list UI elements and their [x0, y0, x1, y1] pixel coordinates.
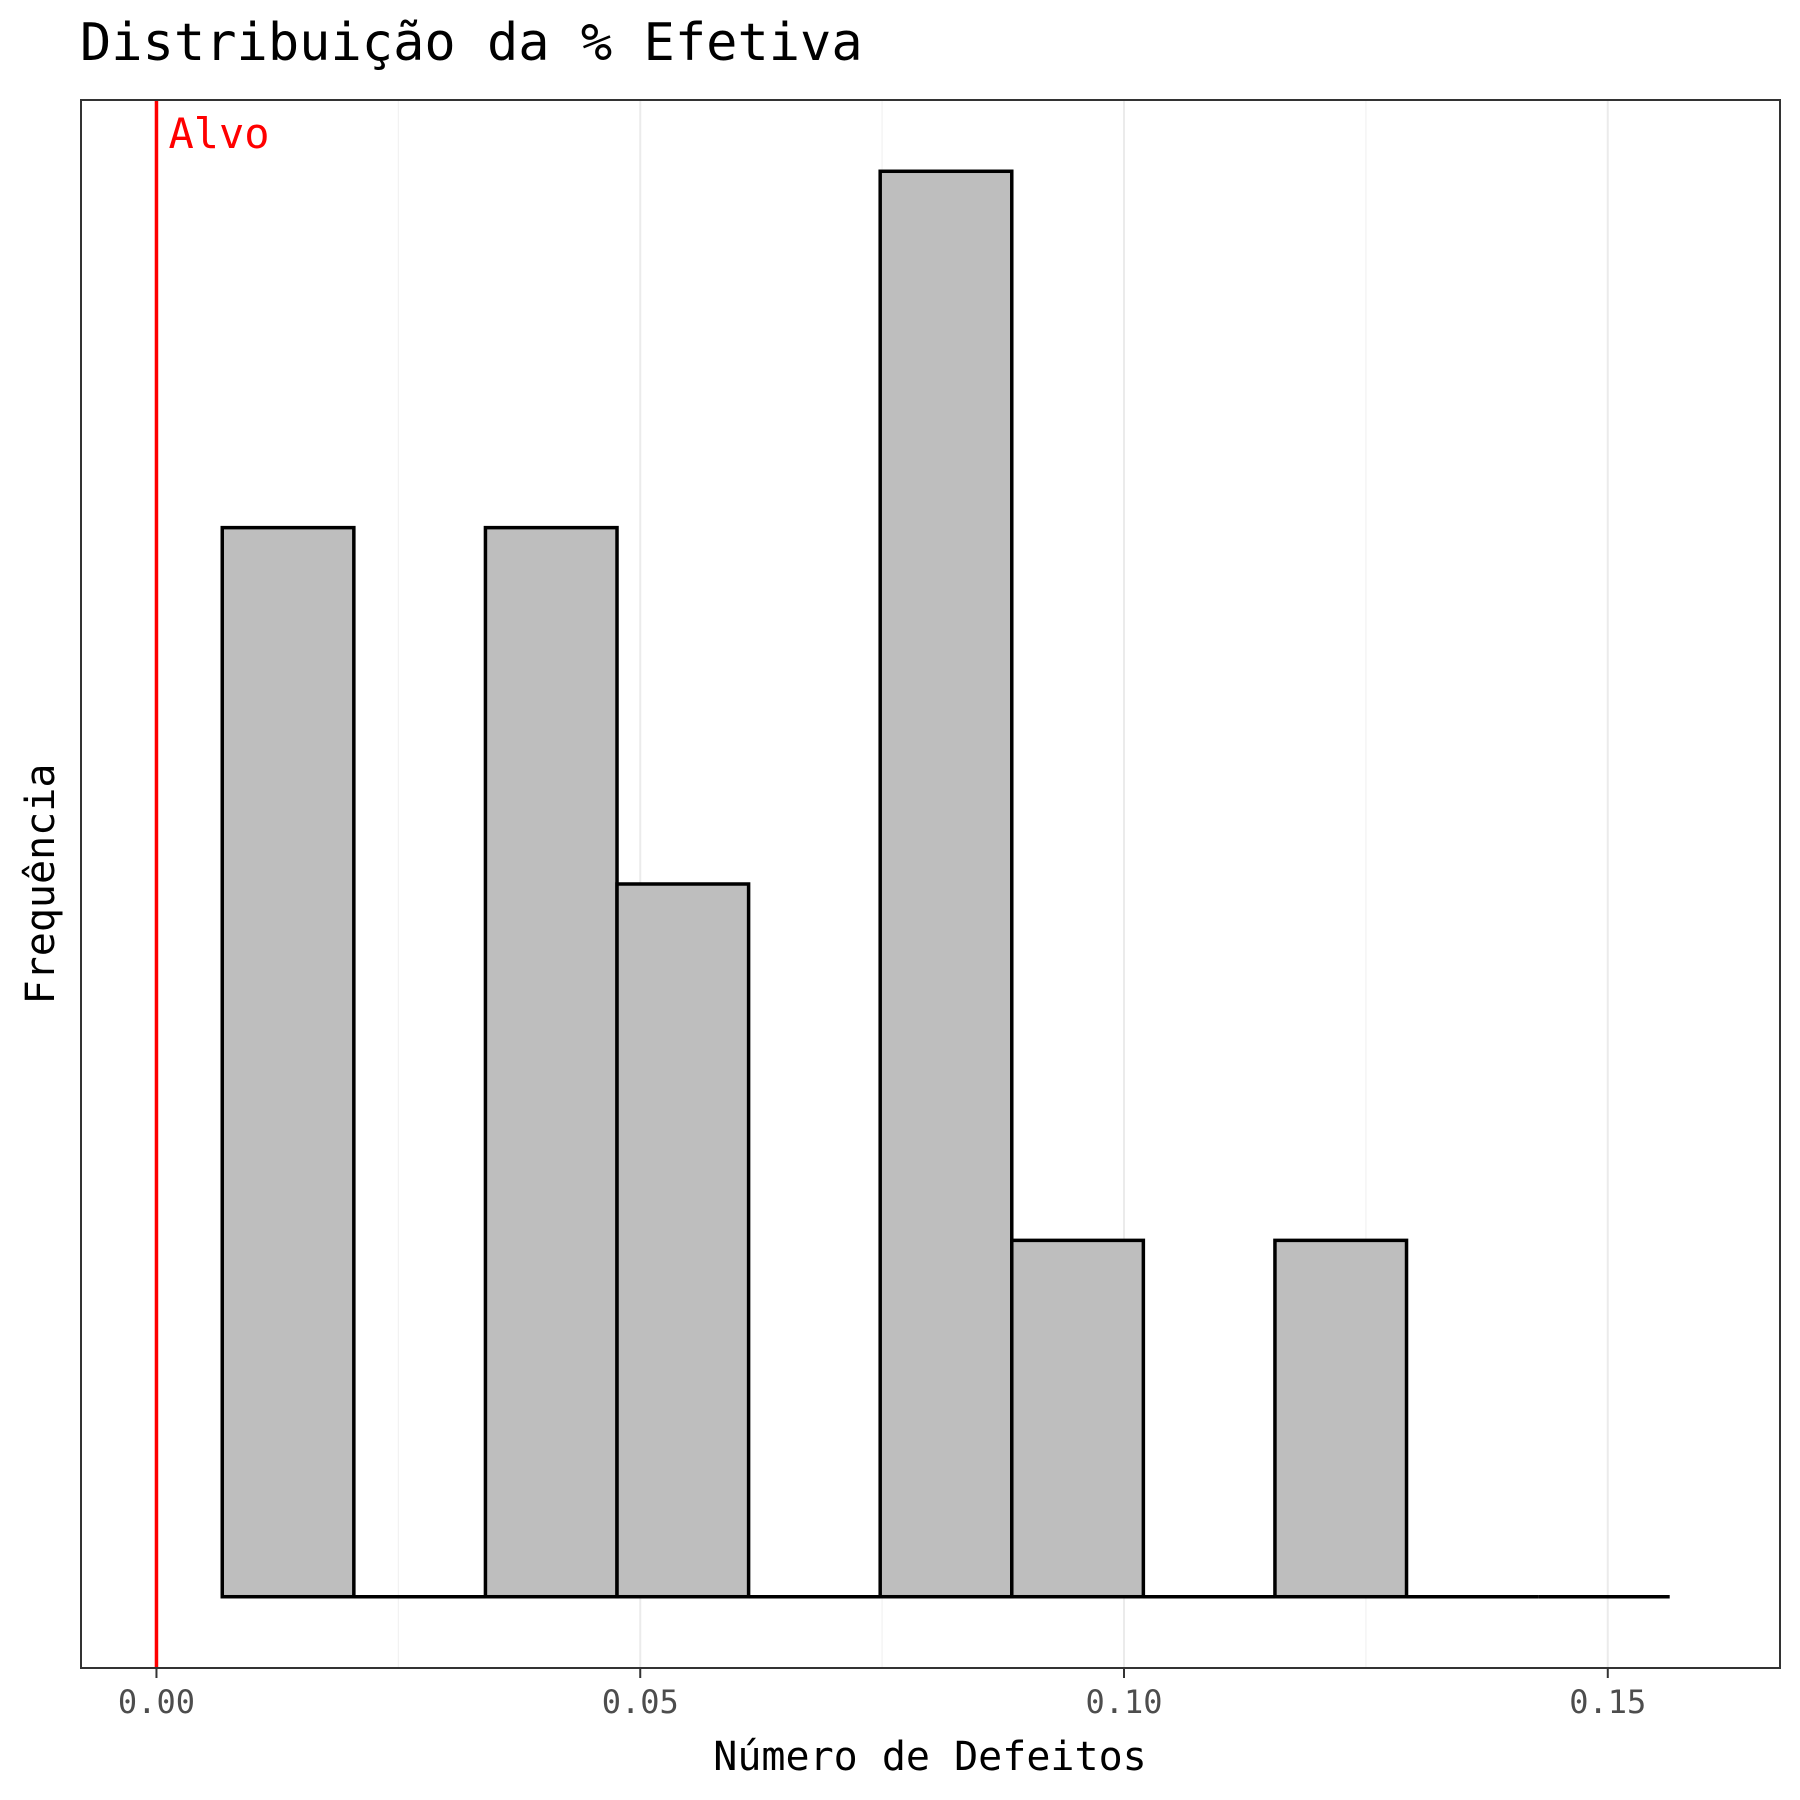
x-tick-label: 0.05 — [602, 1683, 679, 1721]
x-tick-label: 0.00 — [118, 1683, 195, 1721]
histogram-bars — [220, 169, 1670, 1599]
x-tick-label: 0.15 — [1569, 1683, 1646, 1721]
x-tick-label: 0.10 — [1085, 1683, 1162, 1721]
histogram-bar — [615, 882, 751, 1599]
histogram-bar — [483, 525, 619, 1599]
plot-border — [80, 99, 1781, 1669]
reference-line-group: Alvo — [154, 100, 270, 1668]
x-axis-ticks: 0.00 0.05 0.10 0.15 — [118, 1668, 1646, 1721]
histogram-bar — [1010, 1238, 1146, 1599]
histogram-bar — [878, 169, 1014, 1599]
reference-line-label: Alvo — [168, 109, 269, 158]
chart-title: Distribuição da % Efetiva — [80, 13, 863, 73]
histogram-bar — [1273, 1238, 1409, 1599]
y-axis-title: Frequência — [18, 764, 64, 1005]
x-axis-title: Número de Defeitos — [713, 1734, 1146, 1780]
histogram-bar — [220, 525, 356, 1599]
